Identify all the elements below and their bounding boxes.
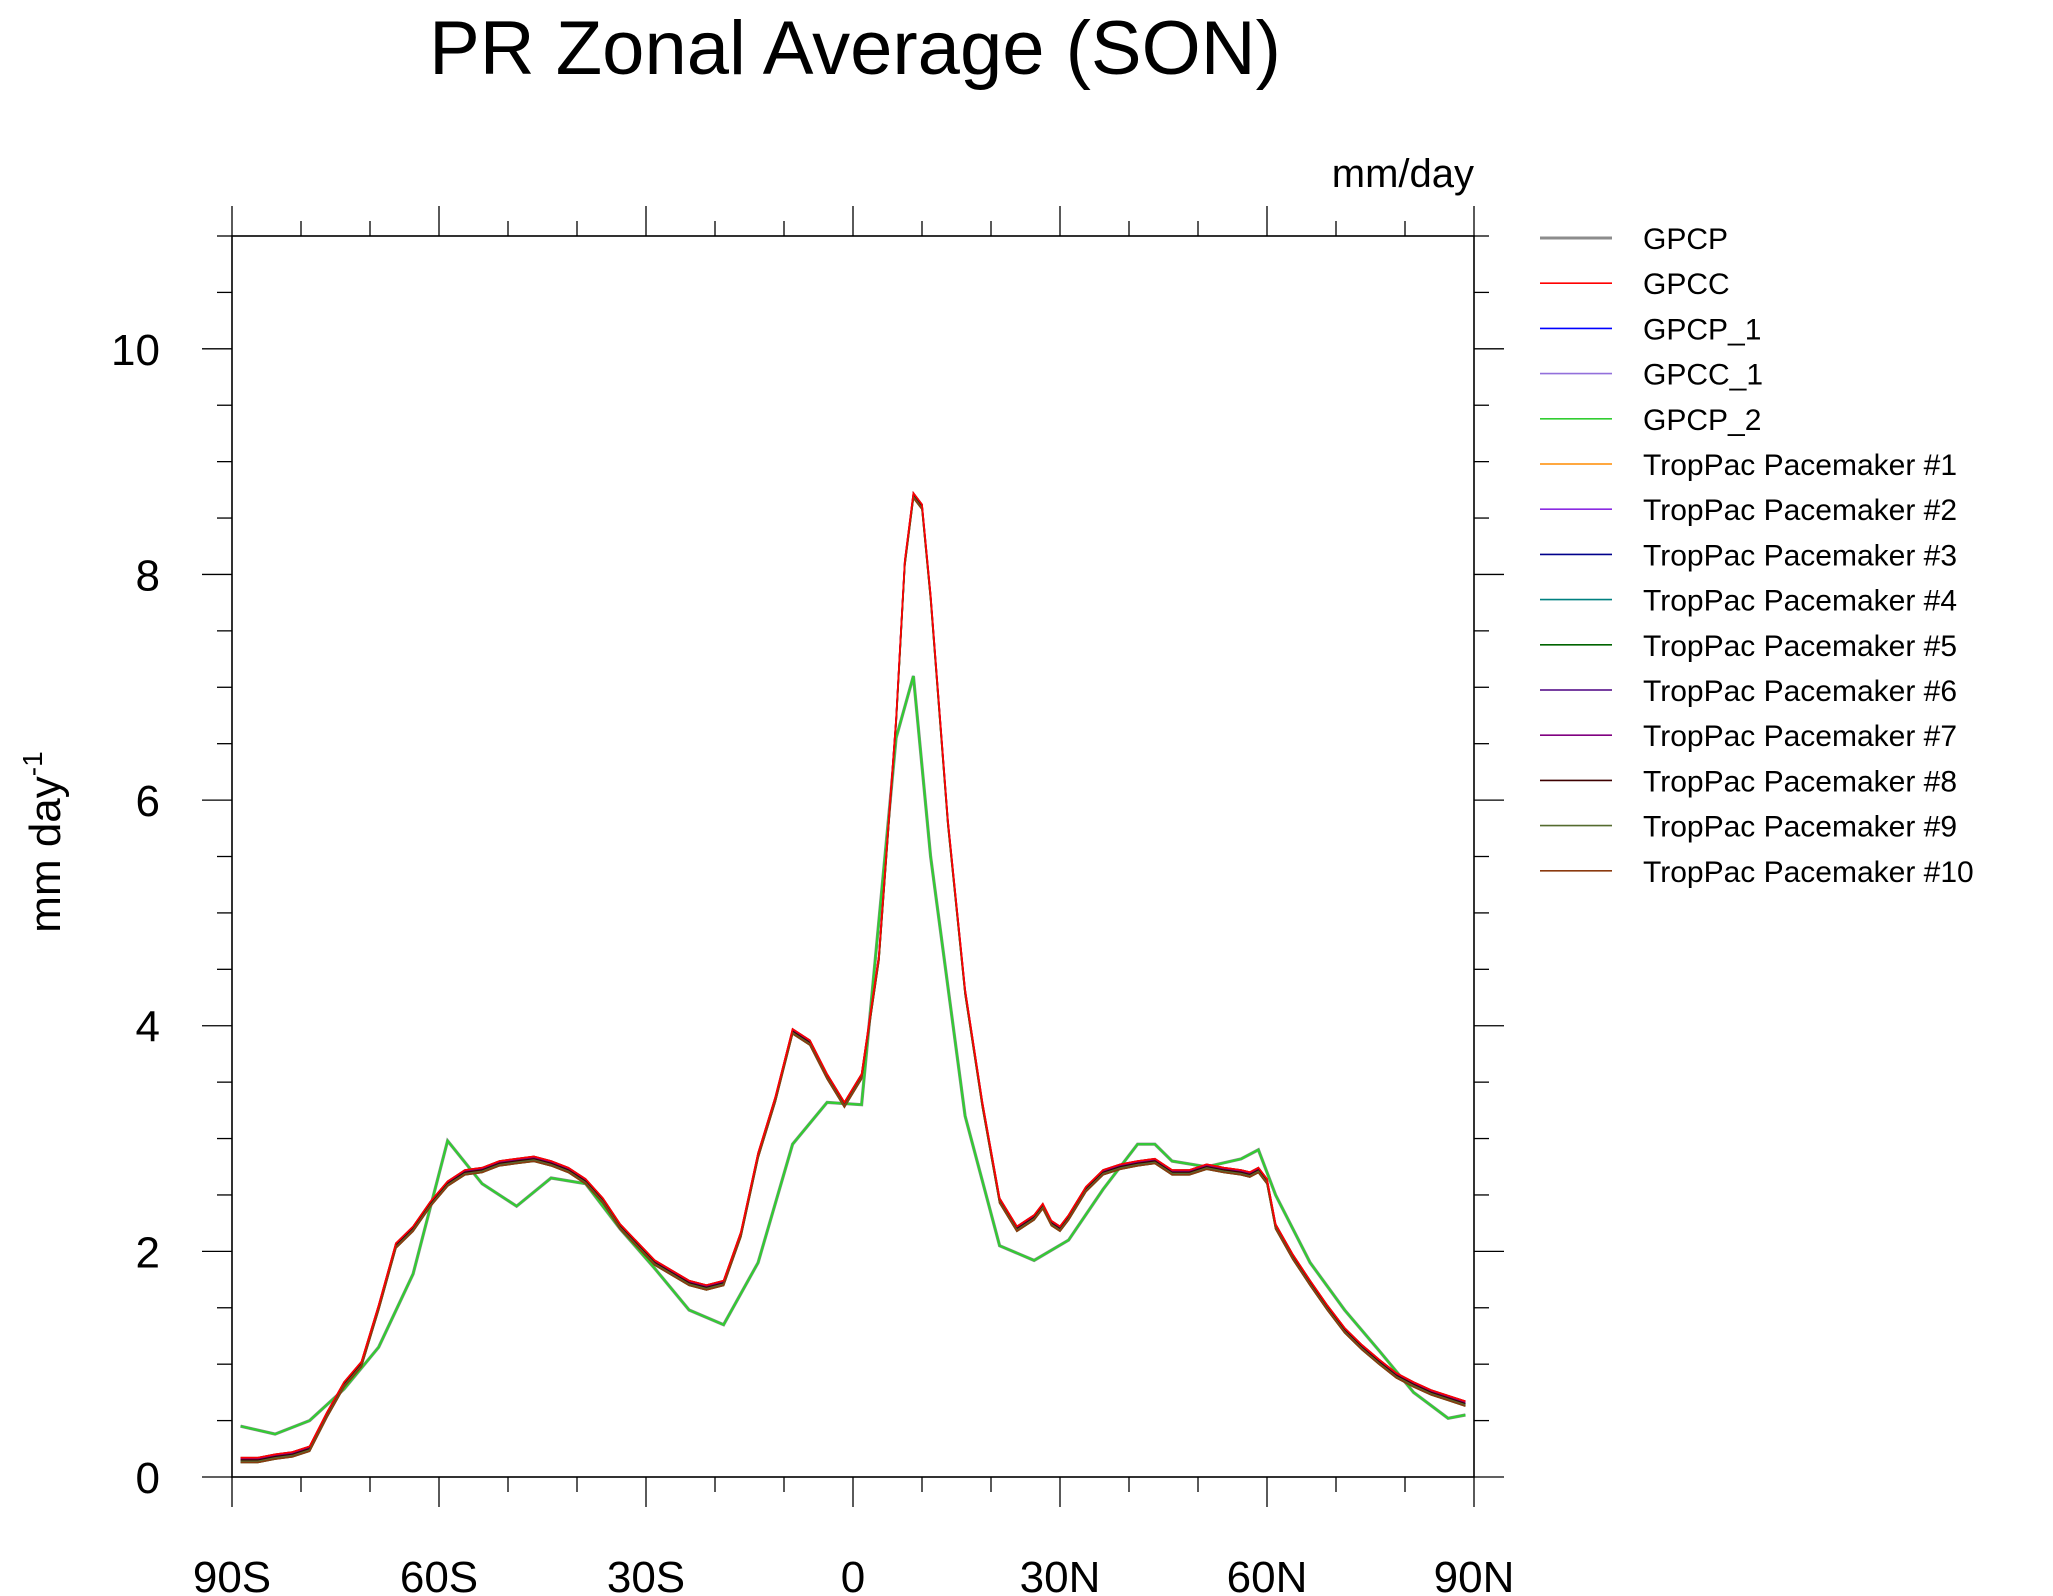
y-axis-label-text: mm day (21, 776, 70, 932)
series-gpcp-2-line (240, 675, 1466, 1436)
series-model-line (240, 495, 1466, 1464)
legend-label: TropPac Pacemaker #8 (1643, 765, 1957, 798)
legend-label: GPCC (1643, 268, 1730, 301)
legend-label: TropPac Pacemaker #7 (1643, 720, 1957, 753)
legend-label: TropPac Pacemaker #4 (1643, 585, 1957, 618)
chart-title: PR Zonal Average (SON) (429, 6, 1281, 91)
x-tick-label: 60N (1227, 1553, 1308, 1596)
y-tick-label: 2 (136, 1228, 160, 1277)
y-tick-label: 0 (136, 1454, 160, 1503)
legend-label: TropPac Pacemaker #9 (1643, 811, 1957, 844)
series-model-line (240, 491, 1466, 1459)
legend-label: GPCP (1643, 223, 1728, 256)
legend-label: TropPac Pacemaker #3 (1643, 539, 1957, 572)
legend-label: TropPac Pacemaker #6 (1643, 675, 1957, 708)
series-model-line (240, 493, 1466, 1461)
x-tick-label: 30S (607, 1553, 685, 1596)
series-model-line (240, 492, 1466, 1460)
legend-label: TropPac Pacemaker #10 (1643, 856, 1974, 889)
x-tick-label: 90S (193, 1553, 271, 1596)
x-tick-label: 60S (400, 1553, 478, 1596)
y-axis-label: mm day-1 (17, 751, 70, 932)
legend-label: TropPac Pacemaker #2 (1643, 494, 1957, 527)
x-tick-label: 90N (1434, 1553, 1515, 1596)
svg-text:mm day-1: mm day-1 (17, 751, 70, 932)
series-gpcp-line (240, 675, 1466, 1436)
y-axis-label-exponent: -1 (17, 751, 48, 776)
legend-label: GPCC_1 (1643, 359, 1763, 392)
series-model-line (240, 493, 1466, 1461)
legend-label: TropPac Pacemaker #5 (1643, 630, 1957, 663)
y-tick-label: 8 (136, 551, 160, 600)
series-model-line (240, 494, 1466, 1463)
legend-label: GPCP_2 (1643, 404, 1761, 437)
x-tick-label: 0 (841, 1553, 865, 1596)
y-tick-label: 10 (111, 326, 160, 375)
y-tick-label: 6 (136, 777, 160, 826)
series-model-line (240, 494, 1466, 1463)
series-model-line (240, 491, 1466, 1459)
x-tick-label: 30N (1020, 1553, 1101, 1596)
series-gpcp-1-line (240, 675, 1466, 1435)
plot-area: 90S 60S 30S 0 30N 60N 90N 0 2 4 6 8 10 (111, 206, 1514, 1596)
series-model-line (240, 492, 1466, 1460)
plot-frame (231, 235, 1475, 1478)
legend-label: GPCP_1 (1643, 313, 1761, 346)
y-tick-label: 4 (136, 1003, 160, 1052)
legend: GPCP GPCC GPCP_1 GPCC_1 GPCP_2 TropPac Pacema… (1540, 223, 1974, 889)
units-label: mm/day (1332, 152, 1474, 196)
series-model-line (240, 495, 1466, 1464)
series-model-line (240, 491, 1466, 1459)
legend-label: TropPac Pacemaker #1 (1643, 449, 1957, 482)
